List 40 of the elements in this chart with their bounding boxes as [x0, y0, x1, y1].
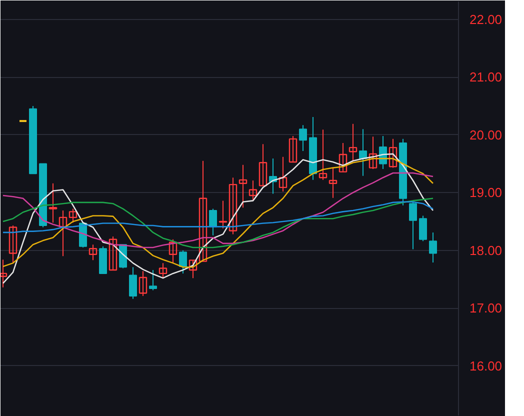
candlestick	[328, 167, 338, 198]
candlestick	[58, 210, 68, 257]
y-tick-label: 16.00	[470, 358, 502, 374]
candlestick	[209, 208, 217, 236]
candlestick	[409, 201, 417, 250]
candlestick	[168, 238, 178, 264]
candlestick	[238, 164, 248, 208]
candlestick	[318, 129, 328, 180]
candlestick	[388, 138, 398, 168]
candlestick	[108, 236, 118, 271]
candlestick	[129, 266, 137, 300]
candlestick	[368, 136, 378, 170]
candlestick	[419, 215, 427, 242]
candlestick	[48, 182, 58, 224]
candlestick	[338, 142, 348, 172]
candlestick	[429, 232, 437, 263]
candlestick	[188, 260, 198, 279]
y-tick-label: 22.00	[470, 12, 502, 27]
candlestick	[158, 262, 168, 279]
candlestick	[8, 225, 18, 264]
candlestick	[248, 180, 258, 202]
line-series	[2, 201, 434, 234]
candlestick	[228, 177, 238, 235]
candlestick	[299, 124, 307, 152]
candlestick	[258, 144, 268, 186]
y-tick-label: 21.00	[470, 70, 502, 85]
candlestick	[198, 160, 208, 262]
candlestick	[68, 208, 78, 224]
candlestick	[149, 269, 157, 291]
y-tick-label: 19.00	[470, 185, 502, 200]
candlestick	[278, 156, 288, 192]
candlestick	[179, 250, 187, 274]
y-tick-label: 18.00	[470, 242, 502, 258]
candlestick	[348, 123, 358, 162]
y-tick-label: 20.00	[470, 127, 502, 142]
candlestick	[88, 244, 98, 261]
candlestick	[288, 136, 298, 163]
candlestick	[218, 200, 228, 229]
candlestick	[138, 270, 148, 296]
y-tick-label: 17.00	[470, 300, 502, 316]
